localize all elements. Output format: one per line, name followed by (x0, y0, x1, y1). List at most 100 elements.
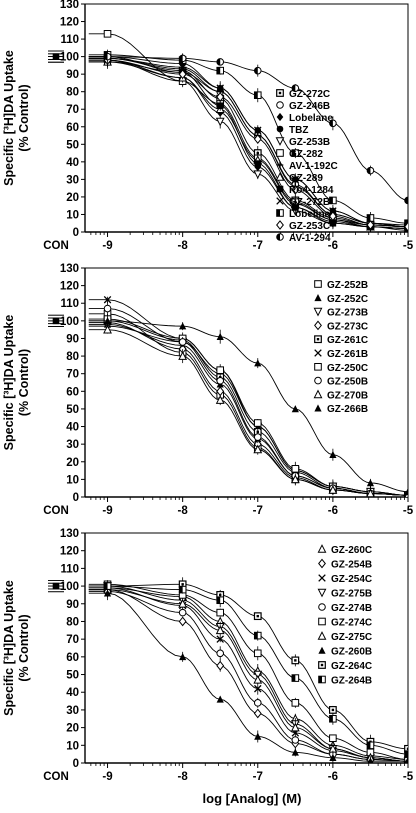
data-point (216, 635, 224, 643)
series-AV-1-192C (88, 53, 408, 232)
legend-marker (276, 101, 284, 109)
data-point (216, 596, 225, 605)
data-point (216, 102, 224, 110)
data-point (291, 699, 300, 707)
legend-item: GZ-274C (318, 617, 372, 629)
data-point (366, 220, 375, 230)
series-curve (88, 59, 408, 228)
series-TBZ (88, 52, 408, 232)
y-tick-label: 30 (66, 174, 79, 186)
legend: GZ-260C GZ-254B GZ-254C GZ-275B GZ-274B GZ-27… (317, 544, 372, 687)
legend-label: GZ-246B (289, 101, 330, 112)
x-tick-label: -6 (328, 505, 338, 517)
legend-marker (313, 307, 323, 317)
series-curve (88, 56, 408, 231)
series-curve (88, 320, 408, 493)
data-point (253, 631, 262, 640)
legend-item: GZ-264C (318, 661, 372, 672)
legend-marker (276, 185, 284, 193)
data-point (329, 219, 337, 227)
legend-label: GZ-272C (289, 89, 330, 100)
control-points (48, 580, 64, 593)
legend-marker (318, 574, 326, 582)
x-tick-label: CON (43, 505, 69, 517)
y-tick-label: 110 (60, 34, 79, 46)
series-GZ-289 (88, 54, 408, 232)
y-tick-label: 110 (60, 563, 79, 575)
legend-item: GZ-275C (317, 631, 372, 643)
legend-label: GZ-264C (331, 661, 372, 672)
panel-top: 0 10 20 30 40 50 60 70 80 90 100 110 120 130 CON -9 -8 -7… (2, 0, 414, 252)
legend-item: GZ-250B (314, 377, 368, 388)
legend-marker (314, 335, 322, 344)
data-point (216, 84, 224, 92)
y-axis-title: Specific [³H]DA Uptake (2, 580, 16, 716)
series-curve (88, 61, 408, 226)
data-point (178, 338, 187, 346)
data-point (290, 722, 300, 732)
data-point (291, 465, 300, 473)
data-point (291, 84, 300, 92)
legend-item: GZ-254C (318, 574, 372, 585)
data-point (178, 608, 187, 617)
series-AV-1-294 (88, 49, 408, 205)
data-point (253, 708, 262, 719)
data-point (366, 741, 375, 750)
data-point (405, 757, 408, 763)
legend-item: GZ-273C (314, 320, 368, 332)
data-point (254, 126, 262, 135)
data-point (103, 52, 112, 61)
legend-label: GZ-275C (331, 632, 372, 643)
control-points (48, 50, 64, 63)
data-point (328, 211, 337, 222)
legend-marker (276, 89, 284, 97)
y-tick-label: 60 (66, 652, 79, 664)
legend-marker (276, 125, 284, 133)
x-tick-label: -9 (102, 771, 112, 783)
y-tick-label: 110 (60, 298, 79, 310)
y-tick-label: 20 (66, 192, 79, 204)
x-tick-label: -8 (178, 505, 189, 517)
legend-marker (313, 389, 323, 399)
data-point (291, 748, 299, 756)
legend-marker (317, 544, 327, 553)
legend-label: AV-1-294 (289, 233, 331, 244)
y-tick-label: 50 (66, 404, 79, 416)
legend-label: GZ-252C (327, 294, 368, 305)
data-point (253, 674, 263, 684)
data-point (329, 753, 337, 761)
legend-item: GZ-264B (318, 676, 372, 687)
x-tick-label: -6 (328, 771, 338, 783)
series-GZ-246B (88, 56, 408, 231)
data-point (291, 405, 299, 413)
legend-marker (314, 363, 322, 371)
legend-label: Lobeline (289, 209, 331, 220)
legend-marker (276, 197, 284, 205)
x-axis-title: log [Analog] (M) (203, 791, 302, 806)
legend-label: Ro4-1284 (289, 185, 334, 196)
y-tick-label: 80 (66, 351, 79, 363)
x-tick-label: -9 (102, 240, 112, 252)
data-point (328, 706, 337, 714)
x-tick-label: -5 (403, 771, 414, 783)
y-tick-label: 130 (60, 0, 79, 11)
series-curve (88, 57, 408, 228)
legend-item: GZ-274B (318, 603, 372, 614)
series-curve (88, 329, 408, 496)
data-point (178, 585, 187, 594)
data-point (329, 714, 337, 723)
data-point (216, 66, 225, 75)
legend-marker (314, 404, 322, 412)
legend-marker (318, 661, 326, 669)
y-tick-label: 100 (60, 581, 79, 593)
legend-label: GZ-289 (289, 173, 323, 184)
legend-item: Lobeline (276, 209, 331, 220)
y-tick-label: 70 (66, 104, 79, 116)
legend-marker (318, 617, 326, 626)
legend-item: TBZ (276, 125, 308, 136)
data-point (404, 219, 408, 228)
y-tick-label: 90 (66, 599, 79, 611)
data-point (366, 166, 375, 175)
panel-middle: 0 10 20 30 40 50 60 70 80 90 100 110 120 130 CON -9 -8 -7… (2, 263, 414, 517)
series-GZ-253B (88, 54, 408, 232)
